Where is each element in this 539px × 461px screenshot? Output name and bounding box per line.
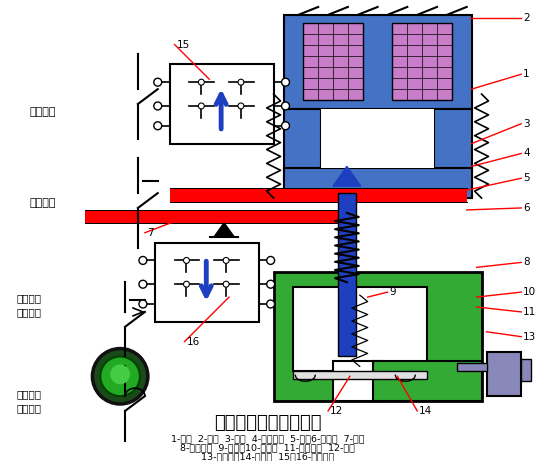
Bar xyxy=(434,109,472,198)
Circle shape xyxy=(281,78,289,86)
Bar xyxy=(521,360,531,381)
Circle shape xyxy=(139,300,147,308)
Circle shape xyxy=(267,280,274,288)
Text: 2: 2 xyxy=(523,13,530,23)
Text: 10: 10 xyxy=(523,287,536,297)
Bar xyxy=(338,193,356,356)
Bar xyxy=(303,23,363,100)
Text: 3: 3 xyxy=(523,119,530,129)
Circle shape xyxy=(100,356,140,396)
Circle shape xyxy=(154,122,162,130)
Text: 延时断开
常闭触头: 延时断开 常闭触头 xyxy=(16,293,41,317)
Polygon shape xyxy=(214,223,234,236)
Text: 14: 14 xyxy=(419,406,432,416)
Text: 12: 12 xyxy=(330,406,343,416)
Bar xyxy=(392,23,452,100)
Text: 6: 6 xyxy=(523,203,530,213)
Bar xyxy=(284,15,472,109)
Circle shape xyxy=(154,102,162,110)
Circle shape xyxy=(139,256,147,265)
Bar xyxy=(155,242,259,322)
Circle shape xyxy=(154,78,162,86)
Bar xyxy=(284,109,321,198)
Text: 5: 5 xyxy=(523,173,530,183)
Text: 1: 1 xyxy=(523,69,530,79)
Bar xyxy=(321,109,434,168)
Text: 瞬动常闭: 瞬动常闭 xyxy=(29,198,56,208)
Polygon shape xyxy=(333,166,361,186)
Bar xyxy=(487,352,521,396)
Circle shape xyxy=(198,103,204,109)
Circle shape xyxy=(92,349,148,404)
Circle shape xyxy=(281,122,289,130)
Text: 15: 15 xyxy=(177,40,190,50)
Bar xyxy=(86,210,338,223)
Text: 11: 11 xyxy=(523,307,536,317)
Text: 9: 9 xyxy=(390,287,396,297)
Circle shape xyxy=(238,103,244,109)
Text: 7: 7 xyxy=(147,228,154,238)
Bar xyxy=(274,272,481,401)
Bar xyxy=(293,287,427,372)
Bar xyxy=(170,65,274,143)
Bar xyxy=(333,361,383,401)
Circle shape xyxy=(223,257,229,263)
Text: 1-线圈  2-铁心  3-衔铁  4-反力弹簧  5-推板6-活塞杆  7-杠杆: 1-线圈 2-铁心 3-衔铁 4-反力弹簧 5-推板6-活塞杆 7-杠杆 xyxy=(171,434,364,443)
Text: 8-塔形弹簧  9-弱弹簧10-橡皮膜  11-空气室壁  12-活塞: 8-塔形弹簧 9-弱弹簧10-橡皮膜 11-空气室壁 12-活塞 xyxy=(180,443,355,452)
Text: 13-调节螺杆14-进气孔  15、16-微动开关: 13-调节螺杆14-进气孔 15、16-微动开关 xyxy=(201,452,334,461)
Circle shape xyxy=(183,257,189,263)
Circle shape xyxy=(281,102,289,110)
Circle shape xyxy=(110,364,130,384)
Circle shape xyxy=(183,281,189,287)
Text: 瞬动常开: 瞬动常开 xyxy=(29,107,56,117)
Circle shape xyxy=(267,300,274,308)
Bar xyxy=(372,361,481,401)
Circle shape xyxy=(223,281,229,287)
Text: 通电延时型时间继电器: 通电延时型时间继电器 xyxy=(214,414,321,432)
Text: 4: 4 xyxy=(523,148,530,159)
Bar xyxy=(293,372,427,379)
Text: 16: 16 xyxy=(186,337,200,347)
Text: 8: 8 xyxy=(523,257,530,267)
Text: 13: 13 xyxy=(523,331,536,342)
Circle shape xyxy=(238,79,244,85)
Circle shape xyxy=(198,79,204,85)
Circle shape xyxy=(267,256,274,265)
Bar xyxy=(284,168,472,198)
Circle shape xyxy=(139,280,147,288)
Bar xyxy=(457,363,487,372)
Text: 延时闭合
常开触头: 延时闭合 常开触头 xyxy=(16,389,41,413)
Bar xyxy=(170,188,467,202)
